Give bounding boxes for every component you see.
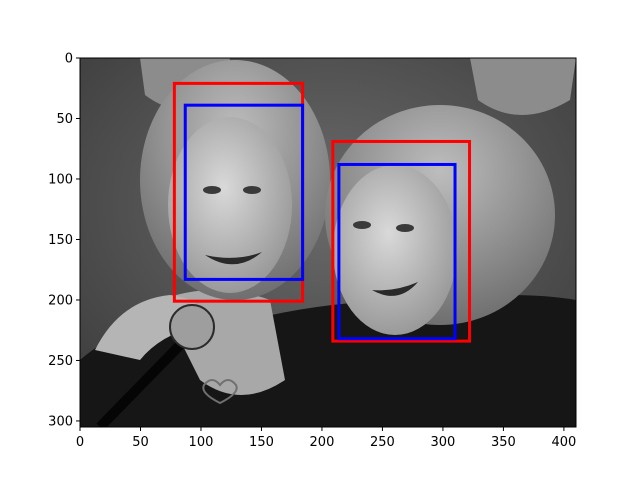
smile-left	[205, 252, 262, 265]
axes-frame	[79, 57, 577, 428]
y-tick-label: 50	[56, 112, 73, 127]
y-tick-label: 250	[48, 354, 73, 369]
face-right	[333, 165, 457, 335]
x-tick-label: 150	[249, 435, 274, 450]
bounding-box-3	[331, 139, 472, 343]
y-tick-label: 150	[48, 233, 73, 248]
microphone-head	[169, 304, 215, 350]
y-tick-label: 300	[48, 414, 73, 429]
y-tick-label: 100	[48, 172, 73, 187]
y-tick-label: 0	[65, 52, 73, 67]
x-tick-label: 250	[370, 435, 395, 450]
eye-left-b	[243, 186, 261, 194]
bounding-box-2	[183, 103, 305, 281]
x-tick-label: 0	[76, 435, 84, 450]
photo	[80, 58, 576, 427]
x-tick-label: 100	[189, 435, 214, 450]
face-left	[168, 117, 292, 293]
y-tick-label: 200	[48, 293, 73, 308]
x-axis: 0 50 100 150 200 250 300 350 400	[76, 427, 576, 450]
bounding-box-4	[337, 162, 457, 341]
x-tick-label: 50	[132, 435, 149, 450]
x-tick-label: 300	[431, 435, 456, 450]
x-tick-label: 350	[491, 435, 516, 450]
eye-left-a	[203, 186, 221, 194]
smile-right	[372, 282, 418, 296]
x-tick-label: 400	[551, 435, 576, 450]
y-axis: 0 50 100 150 200 250 300	[48, 52, 80, 429]
eye-right-b	[396, 224, 414, 232]
x-tick-label: 200	[310, 435, 335, 450]
bounding-boxes	[172, 81, 472, 343]
eye-right-a	[353, 221, 371, 229]
shield-emblem-right	[470, 58, 576, 115]
heart-pendant	[202, 379, 238, 405]
microphone-stand	[96, 336, 189, 427]
